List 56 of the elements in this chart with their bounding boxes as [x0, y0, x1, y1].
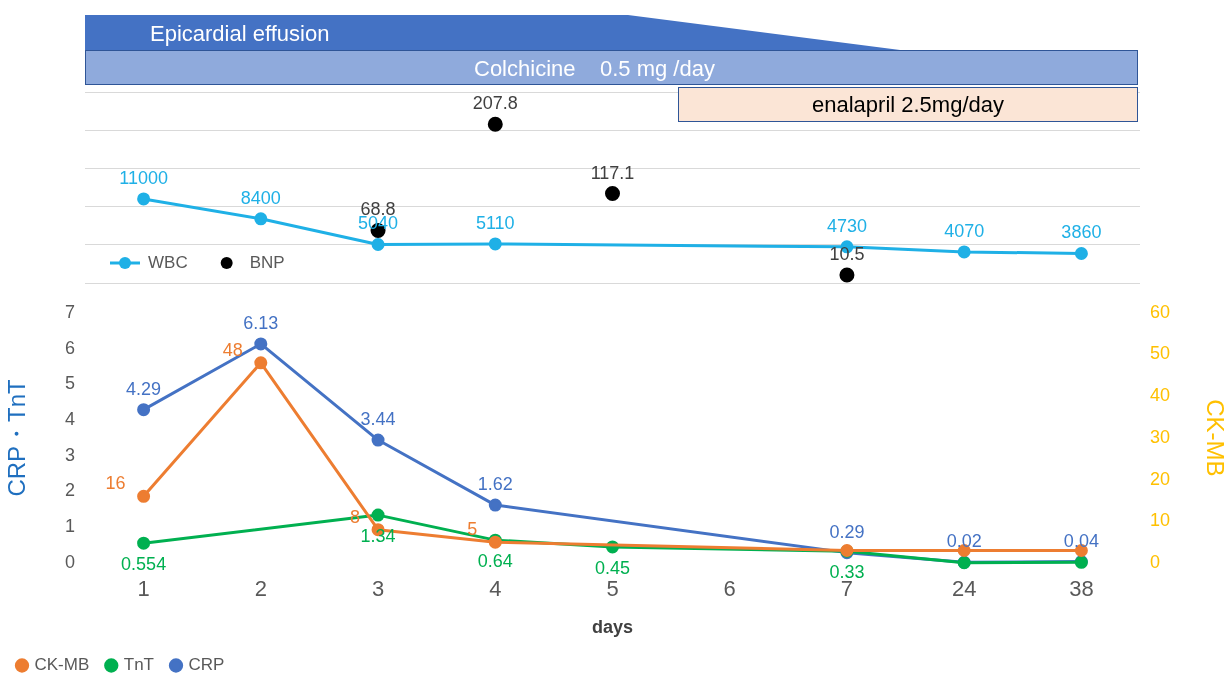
- data-label: 0.29: [829, 521, 865, 542]
- x-tick-label: 3: [371, 576, 385, 602]
- y2-axis-title: CK-MB: [1201, 399, 1229, 477]
- data-label: 1.62: [477, 474, 513, 495]
- x-tick-label: 38: [1069, 576, 1094, 602]
- data-label: 0.554: [121, 554, 167, 575]
- y-tick-label: 5: [64, 373, 75, 394]
- y2-tick-label: 0: [1150, 551, 1161, 572]
- data-label: 11000: [119, 167, 168, 188]
- y-tick-label: 0: [64, 551, 75, 572]
- data-label: 0.64: [477, 551, 513, 572]
- y-tick-label: 7: [64, 301, 75, 322]
- x-tick-label: 2: [254, 576, 267, 602]
- y2-tick-label: 30: [1150, 426, 1171, 447]
- data-label: 4.29: [126, 378, 162, 399]
- y2-tick-label: 50: [1150, 343, 1171, 364]
- legend-label: CRP: [188, 655, 225, 675]
- data-label: 4070: [944, 220, 985, 241]
- x-tick-label: 24: [951, 576, 977, 602]
- legend-label: TnT: [123, 655, 155, 675]
- data-label: 0.45: [594, 557, 631, 578]
- data-label: 4730: [826, 215, 867, 236]
- data-label: 3860: [1061, 222, 1102, 243]
- data-label: 5110: [475, 212, 515, 233]
- data-label: 16: [105, 473, 126, 494]
- x-axis-title: days: [591, 617, 634, 638]
- data-label: 8400: [240, 187, 281, 208]
- data-label: 1.34: [360, 526, 396, 547]
- y2-tick-label: 10: [1150, 510, 1171, 531]
- data-label: 5: [467, 519, 478, 540]
- data-label: 0.04: [1063, 530, 1099, 551]
- text: Colchicine 0.5 mg /day: [474, 55, 715, 83]
- data-label: 6.13: [243, 312, 279, 333]
- x-tick-label: 4: [489, 576, 502, 602]
- legend-label: CK-MB: [34, 655, 90, 675]
- data-label: 0.02: [946, 531, 982, 552]
- legend-label: WBC: [148, 252, 188, 272]
- x-tick-label: 1: [137, 576, 150, 602]
- y-tick-label: 1: [64, 516, 75, 537]
- y-tick-label: 2: [64, 480, 75, 501]
- data-label: 207.8: [472, 93, 518, 114]
- legend-label: BNP: [249, 252, 285, 272]
- x-tick-label: 6: [723, 576, 736, 602]
- y-axis-title: CRP・TnT: [3, 378, 31, 497]
- data-label: 117.1: [590, 162, 635, 183]
- data-label: 10.5: [829, 243, 865, 264]
- data-label: 3.44: [360, 409, 396, 430]
- y2-tick-label: 20: [1150, 468, 1171, 489]
- text: Epicardial effusion: [150, 20, 330, 48]
- x-tick-label: 5: [606, 576, 619, 602]
- y2-tick-label: 40: [1150, 385, 1171, 406]
- y-tick-label: 3: [64, 444, 75, 465]
- y-tick-label: 6: [64, 337, 75, 358]
- data-label: 48: [222, 339, 243, 360]
- y2-tick-label: 60: [1150, 301, 1171, 322]
- y-tick-label: 4: [64, 409, 75, 429]
